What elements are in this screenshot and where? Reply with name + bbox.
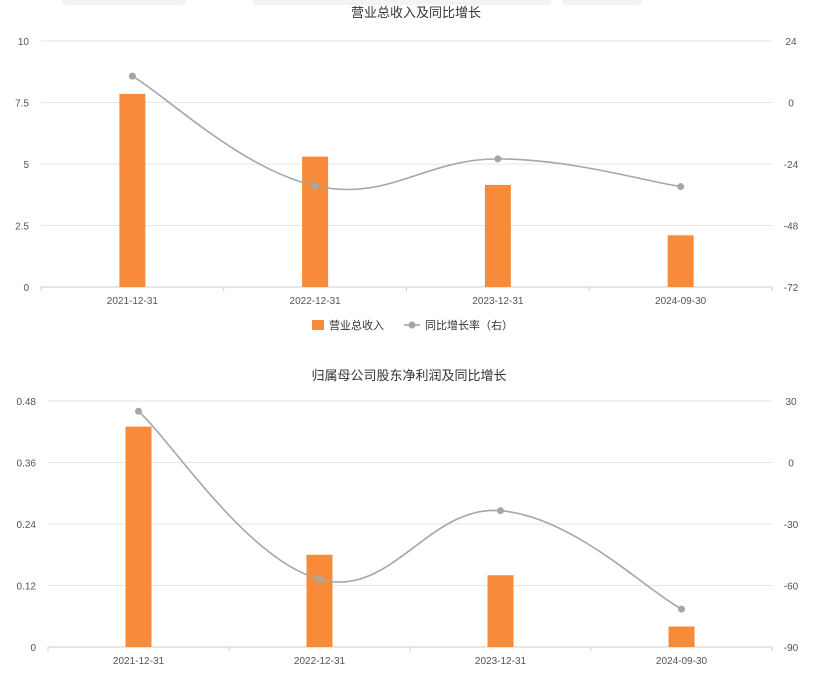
left-axis-tick-label: 2.5 <box>15 222 29 233</box>
legend-bar-label: 营业总收入 <box>329 318 384 332</box>
growth-rate-point <box>316 575 323 583</box>
right-axis-tick-label: -90 <box>784 643 799 654</box>
right-axis-tick-label: -24 <box>784 160 799 171</box>
growth-rate-point <box>497 507 504 515</box>
x-axis-tick-label: 2024-09-30 <box>656 656 708 667</box>
legend-line-label: 同比增长率（右） <box>425 318 513 332</box>
x-axis-tick-label: 2021-12-31 <box>107 296 159 307</box>
revenue-bar <box>302 156 329 287</box>
right-axis-tick-label: -60 <box>784 582 799 593</box>
net-profit-chart-svg: 归属母公司股东净利润及同比增长 0 0.12 0.24 0.36 0.48 -90 -60 -… <box>17 368 799 667</box>
right-axis-tick-label: 30 <box>785 397 797 408</box>
x-axis-tick-label: 2022-12-31 <box>294 656 346 667</box>
x-axis-tick-label: 2023-12-31 <box>472 296 524 307</box>
revenue-bar <box>487 575 514 647</box>
legend-line-marker <box>408 321 416 329</box>
revenue-bar <box>119 93 146 287</box>
right-axis-tick-label: -72 <box>784 283 799 294</box>
left-axis-tick-label: 7.5 <box>15 99 29 110</box>
left-axis-tick-label: 0.48 <box>17 397 37 408</box>
left-axis-tick-label: 0.24 <box>17 520 37 531</box>
legend-bar-swatch <box>312 320 324 330</box>
growth-rate-point <box>135 407 142 415</box>
net-profit-chart: 归属母公司股东净利润及同比增长 0 0.12 0.24 0.36 0.48 -90 -60 -… <box>0 360 833 679</box>
growth-rate-point <box>677 183 685 191</box>
x-axis-tick-label: 2022-12-31 <box>290 296 342 307</box>
x-axis-tick-label: 2021-12-31 <box>113 656 165 667</box>
revenue-bar <box>484 184 511 287</box>
right-axis-tick-label: -48 <box>784 222 799 233</box>
left-axis-tick-label: 5 <box>23 160 29 171</box>
chart-title: 归属母公司股东净利润及同比增长 <box>311 368 506 383</box>
right-axis-tick-label: -30 <box>784 520 799 531</box>
revenue-bar <box>668 626 695 647</box>
left-axis-tick-label: 0 <box>30 643 36 654</box>
top-toolbar-remnant <box>0 0 833 6</box>
chart-title: 营业总收入及同比增长 <box>351 5 481 20</box>
x-axis-tick-label: 2024-09-30 <box>655 296 707 307</box>
revenue-bar <box>125 426 152 647</box>
revenue-chart-svg: 营业总收入及同比增长 0 2.5 5 7.5 10 -72 -48 -24 0 24 2021-12… <box>15 5 799 332</box>
toolbar-block <box>253 0 551 5</box>
growth-rate-point <box>311 182 319 190</box>
right-axis-tick-label: 0 <box>788 459 794 470</box>
left-axis-tick-label: 10 <box>18 37 30 48</box>
toolbar-block <box>62 0 186 5</box>
growth-rate-line <box>131 75 681 191</box>
revenue-chart: 营业总收入及同比增长 0 2.5 5 7.5 10 -72 -48 -24 0 24 2021-12… <box>15 5 799 332</box>
x-axis-tick-label: 2023-12-31 <box>475 656 527 667</box>
left-axis-tick-label: 0.36 <box>17 459 37 470</box>
toolbar-block <box>562 0 642 5</box>
left-axis-tick-label: 0 <box>23 283 29 294</box>
growth-rate-line <box>137 410 682 610</box>
revenue-bar <box>667 235 694 287</box>
right-axis-tick-label: 0 <box>788 99 794 110</box>
growth-rate-point <box>494 155 502 163</box>
left-axis-tick-label: 0.12 <box>17 582 37 593</box>
revenue-bar <box>306 554 333 647</box>
right-axis-tick-label: 24 <box>785 37 797 48</box>
growth-rate-point <box>128 72 136 80</box>
growth-rate-point <box>678 605 685 613</box>
